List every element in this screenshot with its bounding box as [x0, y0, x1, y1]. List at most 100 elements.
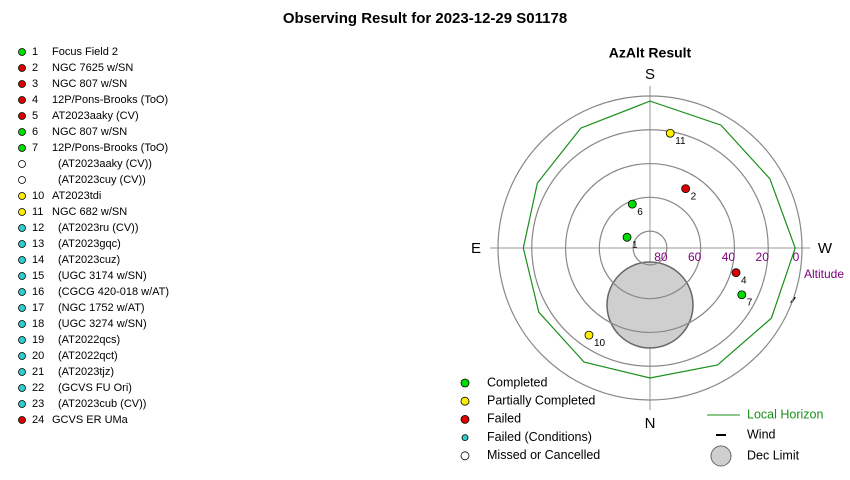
target-number: 16: [32, 286, 44, 298]
status-dot: [18, 400, 26, 408]
target-number: 10: [32, 190, 44, 202]
target-point: [737, 290, 747, 300]
ring: [497, 95, 803, 401]
legend-label: Failed (Conditions): [487, 430, 592, 444]
status-dot: [18, 208, 26, 216]
status-dot: [18, 256, 26, 264]
status-dot: [18, 320, 26, 328]
point-label: 4: [741, 275, 747, 286]
status-dot: [18, 336, 26, 344]
target-number: 4: [32, 94, 38, 106]
target-number: 22: [32, 382, 44, 394]
point-label: 2: [691, 191, 697, 202]
target-name: 12P/Pons-Brooks (ToO): [52, 142, 168, 154]
ring-label: 40: [722, 250, 736, 264]
dec-limit: [606, 261, 694, 349]
status-dot: [18, 48, 26, 56]
target-name: NGC 7625 w/SN: [52, 62, 133, 74]
status-dot: [18, 192, 26, 200]
status-dot: [18, 288, 26, 296]
target-name: Focus Field 2: [52, 46, 118, 58]
target-point: [622, 232, 632, 242]
target-number: 7: [32, 142, 38, 154]
legend-dot: [460, 451, 470, 461]
ring-label: 60: [688, 250, 702, 264]
target-name: (AT2022qct): [58, 350, 118, 362]
legend-dec-circle: [710, 445, 732, 467]
legend-dot: [461, 434, 469, 442]
point-label: 7: [747, 297, 753, 308]
target-point: [584, 330, 594, 340]
target-number: 2: [32, 62, 38, 74]
ring-label: 80: [654, 250, 668, 264]
target-number: 6: [32, 126, 38, 138]
target-number: 17: [32, 302, 44, 314]
target-point: [665, 128, 675, 138]
dir-west: W: [818, 240, 833, 257]
target-number: 20: [32, 350, 44, 362]
target-name: (AT2023tjz): [58, 366, 114, 378]
target-name: (AT2023cuz): [58, 254, 120, 266]
target-name: (NGC 1752 w/AT): [58, 302, 145, 314]
point-label: 1: [632, 240, 638, 251]
target-name: (UGC 3274 w/SN): [58, 318, 147, 330]
target-point: [681, 184, 691, 194]
target-name: (CGCG 420-018 w/AT): [58, 286, 169, 298]
target-name: 12P/Pons-Brooks (ToO): [52, 94, 168, 106]
legend-dot: [460, 396, 470, 406]
legend-label: Missed or Cancelled: [487, 448, 600, 462]
legend-dot: [460, 378, 470, 388]
target-name: (AT2023gqc): [58, 238, 121, 250]
status-dot: [18, 96, 26, 104]
target-name: AT2023tdi: [52, 190, 101, 202]
status-dot: [18, 64, 26, 72]
status-dot: [18, 80, 26, 88]
ring: [598, 196, 702, 300]
dir-north: N: [645, 415, 656, 432]
target-number: 13: [32, 238, 44, 250]
target-point: [731, 268, 741, 278]
target-name: NGC 807 w/SN: [52, 78, 127, 90]
local-horizon: [522, 100, 796, 379]
legend-label: Partially Completed: [487, 393, 595, 407]
target-name: (AT2023aaky (CV)): [58, 158, 152, 170]
plot-title: AzAlt Result: [609, 45, 692, 61]
target-name: GCVS ER UMa: [52, 414, 129, 426]
title: Observing Result for 2023-12-29 S01178: [283, 10, 567, 27]
target-point: [627, 199, 637, 209]
target-number: 15: [32, 270, 44, 282]
target-number: 23: [32, 398, 44, 410]
target-name: (AT2023cub (CV)): [58, 398, 146, 410]
target-number: 14: [32, 254, 44, 266]
target-name: NGC 682 w/SN: [52, 206, 127, 218]
target-number: 11: [32, 206, 43, 218]
status-dot: [18, 384, 26, 392]
status-dot: [18, 160, 26, 168]
status-dot: [18, 352, 26, 360]
status-dot: [18, 240, 26, 248]
legend-horizon: Local Horizon: [747, 407, 823, 421]
status-dot: [18, 224, 26, 232]
ring: [632, 230, 668, 266]
status-dot: [18, 368, 26, 376]
target-number: 12: [32, 222, 44, 234]
point-label: 10: [594, 338, 606, 349]
target-number: 18: [32, 318, 44, 330]
axis-label: Altitude: [804, 267, 844, 281]
ring: [531, 129, 769, 367]
target-number: 19: [32, 334, 44, 346]
target-number: 24: [32, 414, 44, 426]
legend-dec: Dec Limit: [747, 448, 800, 462]
target-number: 1: [32, 46, 38, 58]
target-name: (AT2022qcs): [58, 334, 120, 346]
target-name: AT2023aaky (CV): [52, 110, 139, 122]
target-number: 21: [32, 366, 44, 378]
status-dot: [18, 176, 26, 184]
status-dot: [18, 144, 26, 152]
status-dot: [18, 112, 26, 120]
status-dot: [18, 272, 26, 280]
point-label: 6: [637, 207, 643, 218]
target-number: 5: [32, 110, 38, 122]
dir-east: E: [471, 240, 481, 257]
target-name: (UGC 3174 w/SN): [58, 270, 147, 282]
